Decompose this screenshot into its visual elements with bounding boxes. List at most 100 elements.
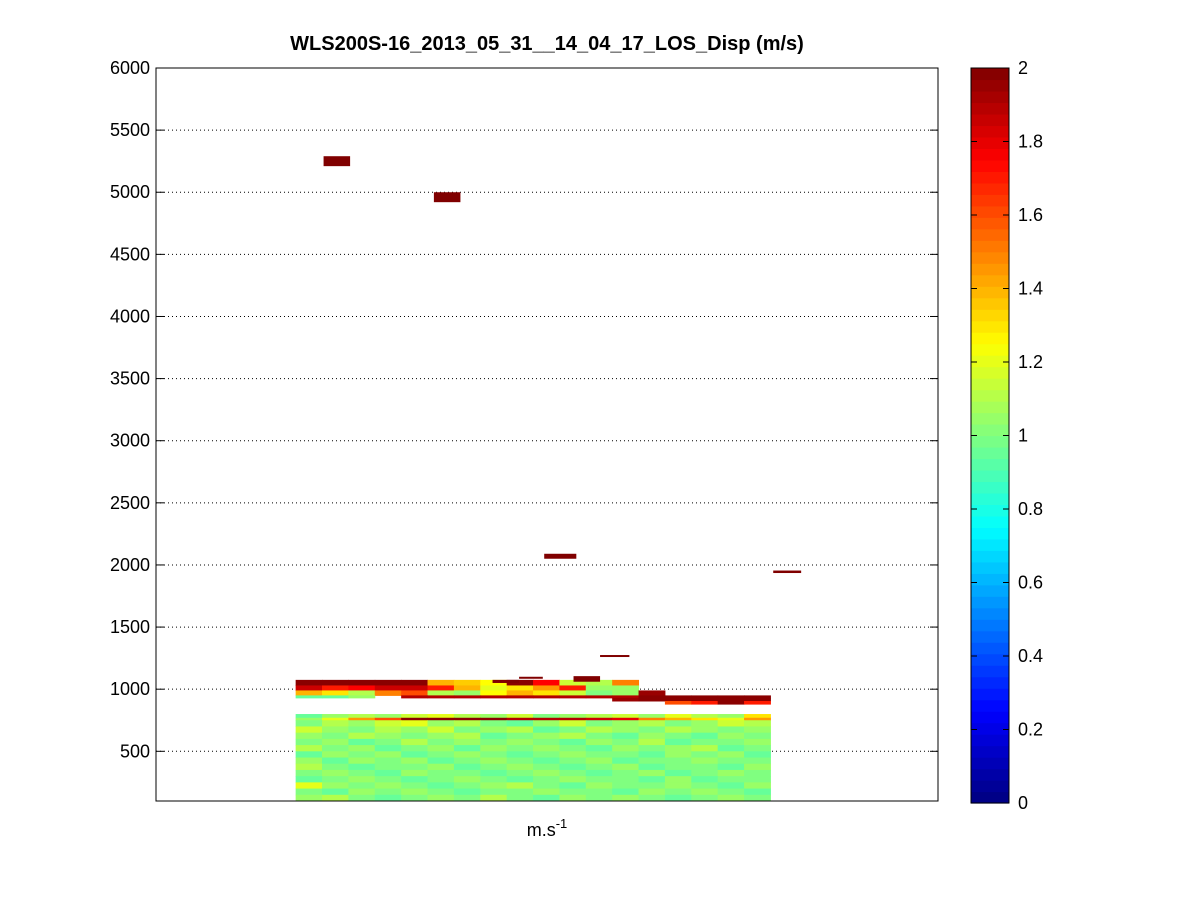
heatmap-cell bbox=[533, 695, 560, 699]
y-tick-label: 5000 bbox=[110, 182, 150, 202]
heatmap-cell bbox=[427, 717, 455, 721]
heatmap-cell bbox=[295, 679, 323, 686]
heatmap-cell bbox=[374, 738, 402, 746]
heatmap-cell bbox=[533, 738, 560, 746]
y-tick-label: 4000 bbox=[110, 306, 150, 326]
colorbar-band bbox=[971, 630, 1009, 643]
heatmap-cell bbox=[559, 679, 587, 686]
heatmap-cell bbox=[427, 732, 455, 740]
heatmap-cell bbox=[453, 757, 481, 765]
heatmap-cell bbox=[348, 757, 376, 765]
heatmap-cell bbox=[585, 794, 613, 802]
heatmap-cell bbox=[744, 695, 771, 699]
heatmap-cell bbox=[533, 717, 560, 721]
heatmap-cell bbox=[506, 720, 534, 727]
colorbar-band bbox=[971, 378, 1009, 391]
heatmap-cell bbox=[612, 679, 640, 686]
heatmap-cell bbox=[664, 788, 692, 796]
heatmap-cell bbox=[453, 776, 481, 783]
heatmap-cell bbox=[691, 763, 719, 771]
heatmap-cell bbox=[401, 685, 429, 691]
heatmap-cell bbox=[480, 794, 508, 802]
heatmap-cell bbox=[427, 720, 455, 727]
heatmap-cell bbox=[401, 732, 429, 740]
heatmap-cell bbox=[506, 751, 534, 759]
colorbar-band bbox=[971, 136, 1009, 149]
heatmap-cell bbox=[427, 690, 455, 696]
colorbar-band bbox=[971, 125, 1009, 138]
heatmap-cell bbox=[401, 788, 429, 796]
heatmap-cell bbox=[401, 738, 429, 746]
heatmap-cell bbox=[717, 788, 745, 796]
heatmap-cell bbox=[374, 794, 402, 802]
heatmap-cell bbox=[427, 685, 455, 691]
heatmap-cell bbox=[744, 697, 771, 702]
heatmap-cell bbox=[744, 720, 771, 727]
colorbar-band bbox=[971, 734, 1009, 747]
heatmap-outlier-cell bbox=[600, 655, 630, 658]
heatmap-cell bbox=[664, 700, 692, 705]
heatmap-cell bbox=[427, 794, 455, 802]
heatmap-cell bbox=[638, 794, 666, 802]
heatmap-cell bbox=[295, 782, 323, 790]
heatmap-cell bbox=[717, 714, 745, 719]
heatmap-cell bbox=[322, 695, 349, 699]
heatmap-cell bbox=[322, 679, 349, 686]
y-tick-label: 2000 bbox=[110, 555, 150, 575]
heatmap-cell bbox=[559, 763, 587, 771]
heatmap-cell bbox=[664, 717, 692, 721]
heatmap-cell bbox=[717, 697, 745, 702]
heatmap-cell bbox=[295, 726, 323, 734]
heatmap-cell bbox=[374, 720, 402, 727]
colorbar-band bbox=[971, 538, 1009, 551]
colorbar-band bbox=[971, 343, 1009, 356]
heatmap-cell bbox=[295, 745, 323, 752]
heatmap-outlier-cell bbox=[544, 553, 577, 559]
heatmap-cell bbox=[559, 720, 587, 727]
heatmap-cell bbox=[691, 782, 719, 790]
heatmap-cell bbox=[717, 751, 745, 759]
colorbar-band bbox=[971, 768, 1009, 781]
colorbar-band bbox=[971, 68, 1009, 81]
heatmap-cell bbox=[401, 776, 429, 783]
colorbar-band bbox=[971, 596, 1009, 609]
heatmap-cell bbox=[322, 720, 349, 727]
heatmap-cell bbox=[374, 763, 402, 771]
colorbar-band bbox=[971, 791, 1009, 804]
heatmap-cell bbox=[322, 732, 349, 740]
heatmap-cell bbox=[638, 757, 666, 765]
heatmap-cell bbox=[612, 738, 640, 746]
heatmap-cell bbox=[691, 700, 719, 705]
heatmap-cell bbox=[559, 732, 587, 740]
heatmap-cell bbox=[322, 794, 349, 802]
y-tick-label: 6000 bbox=[110, 58, 150, 78]
heatmap-cell bbox=[612, 714, 640, 719]
heatmap-cell bbox=[295, 720, 323, 727]
colorbar-band bbox=[971, 102, 1009, 115]
heatmap-cell bbox=[559, 738, 587, 746]
heatmap-outlier-cell bbox=[492, 679, 520, 683]
heatmap-cell bbox=[295, 690, 323, 696]
heatmap-cell bbox=[348, 685, 376, 691]
heatmap-cell bbox=[585, 738, 613, 746]
heatmap-cell bbox=[717, 776, 745, 783]
colorbar-band bbox=[971, 515, 1009, 528]
heatmap-cell bbox=[744, 782, 771, 790]
heatmap-cell bbox=[559, 757, 587, 765]
heatmap-cell bbox=[480, 717, 508, 721]
colorbar-band bbox=[971, 458, 1009, 471]
y-tick-label: 5500 bbox=[110, 120, 150, 140]
heatmap-cell bbox=[585, 717, 613, 721]
heatmap-cell bbox=[638, 690, 666, 696]
heatmap-cell bbox=[506, 769, 534, 777]
heatmap-cell bbox=[638, 776, 666, 783]
colorbar-band bbox=[971, 240, 1009, 253]
heatmap-cell bbox=[322, 776, 349, 783]
heatmap-cell bbox=[506, 788, 534, 796]
y-tick-label: 1000 bbox=[110, 679, 150, 699]
heatmap-cell bbox=[322, 745, 349, 752]
heatmap-cell bbox=[322, 788, 349, 796]
heatmap-cell bbox=[348, 732, 376, 740]
colorbar-band bbox=[971, 217, 1009, 230]
